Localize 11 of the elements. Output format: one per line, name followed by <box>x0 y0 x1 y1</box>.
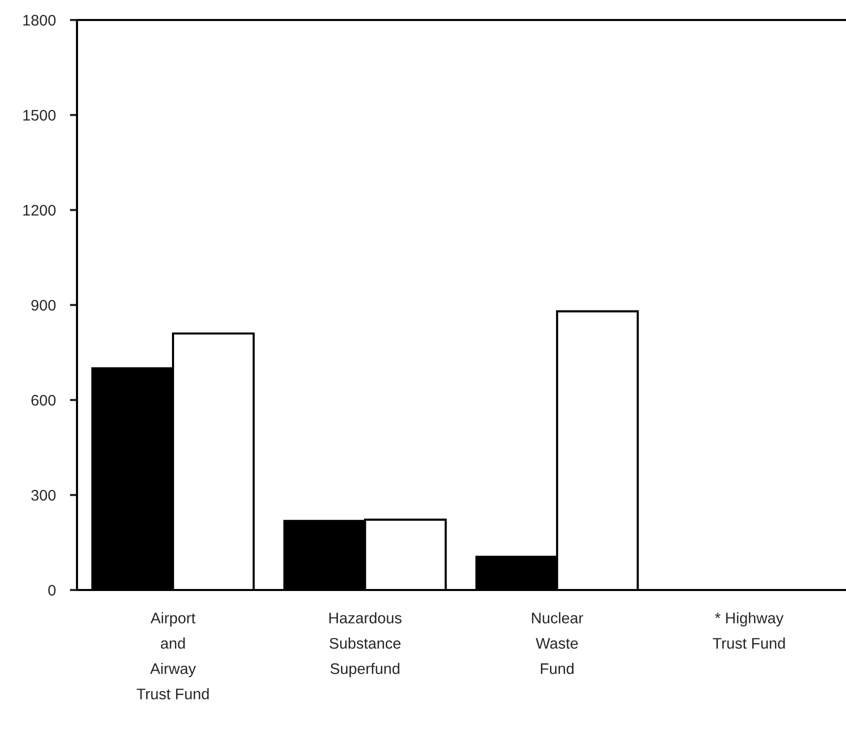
y-tick-label: 1800 <box>23 14 56 26</box>
x-tick-label: Nuclear Waste Fund <box>532 612 584 674</box>
x-tick-label: Airport and Airway Trust Fund <box>136 612 209 700</box>
y-tick-label: 1200 <box>23 204 56 216</box>
y-tick-label: 900 <box>31 300 56 311</box>
y-tick-label: 600 <box>31 394 56 406</box>
y-tick-label: 1500 <box>23 110 56 121</box>
y-tick-label: 300 <box>31 490 56 501</box>
y-tick-label: 0 <box>48 584 56 596</box>
x-tick-label: * Highway Trust Fund <box>712 612 785 649</box>
x-tick-label: Hazardous Substance Superfund <box>329 612 402 678</box>
